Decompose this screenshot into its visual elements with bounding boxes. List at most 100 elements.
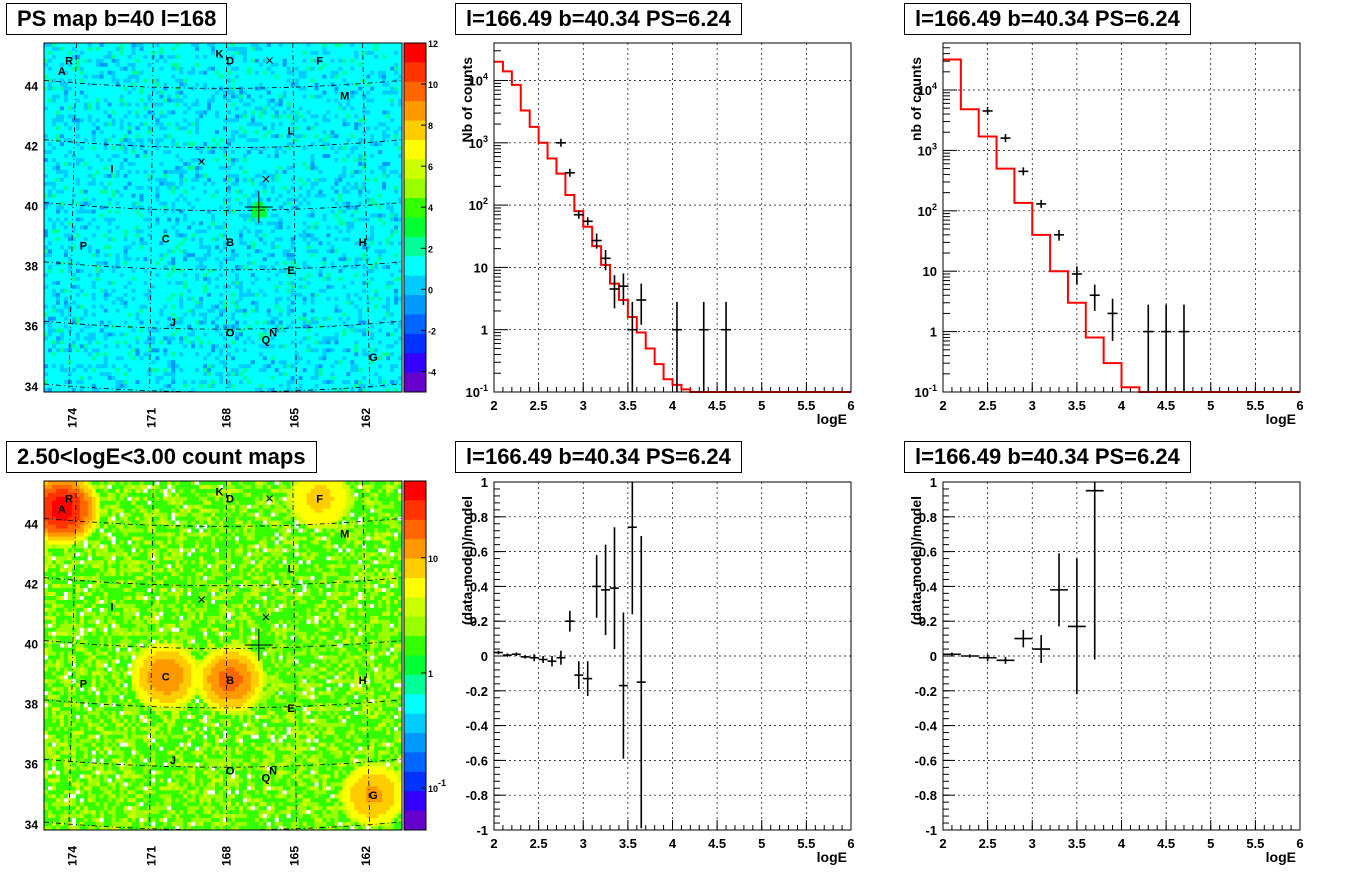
x-tick-label: 3 bbox=[580, 836, 587, 851]
colorbar-segment bbox=[404, 198, 426, 218]
colorbar-segment bbox=[404, 276, 426, 296]
source-label: N bbox=[269, 766, 277, 778]
y-tick-label: -1 bbox=[476, 823, 488, 838]
source-label: C bbox=[162, 233, 170, 245]
y-tick-label: -0.8 bbox=[915, 788, 937, 803]
source-label: K bbox=[215, 486, 223, 498]
y-tick-label: 40 bbox=[25, 200, 39, 214]
x-tick-label: 3 bbox=[580, 398, 587, 413]
colorbar-segment bbox=[404, 656, 426, 676]
colorbar-tick-label: 10 bbox=[428, 80, 438, 90]
x-tick-label: 2.5 bbox=[979, 398, 997, 413]
x-tick-label: 4 bbox=[669, 398, 677, 413]
y-tick-label: 44 bbox=[25, 518, 39, 532]
source-label: H bbox=[359, 675, 367, 687]
source-label: J bbox=[170, 755, 176, 767]
x-tick-label: 6 bbox=[1296, 398, 1303, 413]
y-tick-label: 0 bbox=[481, 649, 488, 664]
residuals-b-title: l=166.49 b=40.34 PS=6.24 bbox=[904, 441, 1191, 473]
colorbar-segment bbox=[404, 314, 426, 334]
colorbar-segment bbox=[404, 811, 426, 831]
y-axis-label: Nb of counts bbox=[459, 57, 475, 143]
x-axis-label: logE bbox=[817, 411, 847, 427]
x-tick-label: 174 bbox=[66, 846, 80, 866]
x-tick-label: 4.5 bbox=[1157, 836, 1175, 851]
colorbar-segment bbox=[404, 675, 426, 695]
colorbar-segment bbox=[404, 237, 426, 257]
x-tick-label: 5 bbox=[1207, 398, 1214, 413]
x-tick-label: 2 bbox=[490, 836, 497, 851]
y-tick-label: 44 bbox=[25, 80, 39, 94]
colorbar-segment bbox=[404, 121, 426, 141]
colorbar-segment bbox=[404, 481, 426, 501]
x-tick-label: 5 bbox=[758, 398, 765, 413]
colorbar-tick-label: 2 bbox=[428, 244, 433, 254]
x-tick-label: 4 bbox=[669, 836, 677, 851]
y-tick-label: 102 bbox=[469, 196, 488, 213]
x-tick-label: 6 bbox=[847, 836, 854, 851]
x-tick-label: 2.5 bbox=[530, 836, 548, 851]
y-axis-label: (data-model)/model bbox=[908, 496, 924, 625]
source-label: P bbox=[80, 678, 87, 690]
y-tick-label: 34 bbox=[25, 380, 39, 394]
x-tick-label: 4 bbox=[1118, 398, 1126, 413]
y-tick-label: 40 bbox=[25, 638, 39, 652]
x-tick-label: 4.5 bbox=[708, 836, 726, 851]
y-tick-label: 38 bbox=[25, 698, 39, 712]
y-tick-label: 34 bbox=[25, 818, 39, 832]
y-tick-label: 42 bbox=[25, 140, 39, 154]
x-tick-label: 2.5 bbox=[530, 398, 548, 413]
source-label: Q bbox=[262, 773, 271, 785]
x-tick-label: 162 bbox=[359, 408, 373, 428]
x-tick-label: 2.5 bbox=[979, 836, 997, 851]
x-tick-label: 2 bbox=[939, 398, 946, 413]
source-label: O bbox=[226, 766, 235, 778]
x-tick-label: 165 bbox=[288, 846, 302, 866]
source-label: M bbox=[340, 90, 349, 102]
x-tick-label: 168 bbox=[220, 846, 234, 866]
y-tick-label: 10 bbox=[923, 264, 937, 279]
source-label: L bbox=[288, 563, 295, 575]
source-label: A bbox=[58, 66, 66, 78]
source-label: G bbox=[369, 352, 378, 364]
source-label: R bbox=[65, 55, 73, 67]
colorbar-segment bbox=[404, 101, 426, 121]
colorbar-segment bbox=[404, 218, 426, 238]
colorbar-segment bbox=[404, 373, 426, 393]
source-label: O bbox=[226, 328, 235, 340]
y-tick-label: -0.4 bbox=[915, 719, 938, 734]
source-label: Q bbox=[262, 335, 271, 347]
colorbar-segment bbox=[404, 772, 426, 792]
y-tick-label: 10-1 bbox=[915, 383, 937, 400]
colorbar-segment bbox=[404, 597, 426, 617]
x-tick-label: 3 bbox=[1029, 398, 1036, 413]
colorbar-tick-label: 6 bbox=[428, 162, 433, 172]
colorbar-segment bbox=[404, 559, 426, 579]
y-tick-label: 36 bbox=[25, 758, 39, 772]
colorbar-segment bbox=[404, 636, 426, 656]
residuals-a-title: l=166.49 b=40.34 PS=6.24 bbox=[455, 441, 742, 473]
x-tick-label: 3.5 bbox=[619, 836, 637, 851]
colorbar-segment bbox=[404, 694, 426, 714]
colorbar-segment bbox=[404, 295, 426, 315]
source-label: G bbox=[369, 790, 378, 802]
colorbar-tick-label: 10-1 bbox=[428, 778, 446, 794]
y-tick-label: -0.4 bbox=[466, 719, 489, 734]
source-label: L bbox=[288, 125, 295, 137]
y-tick-label: 1 bbox=[930, 475, 937, 490]
colorbar-segment bbox=[404, 500, 426, 520]
colorbar-segment bbox=[404, 617, 426, 637]
source-label: N bbox=[269, 328, 277, 340]
source-label: F bbox=[316, 493, 323, 505]
spectrum-b-title: l=166.49 b=40.34 PS=6.24 bbox=[904, 3, 1191, 35]
colorbar-tick-label: 12 bbox=[428, 39, 438, 49]
count-map-title: 2.50<logE<3.00 count maps bbox=[6, 441, 317, 473]
source-label: A bbox=[58, 504, 66, 516]
x-axis-label: logE bbox=[1266, 411, 1296, 427]
y-tick-label: 10 bbox=[474, 260, 488, 275]
